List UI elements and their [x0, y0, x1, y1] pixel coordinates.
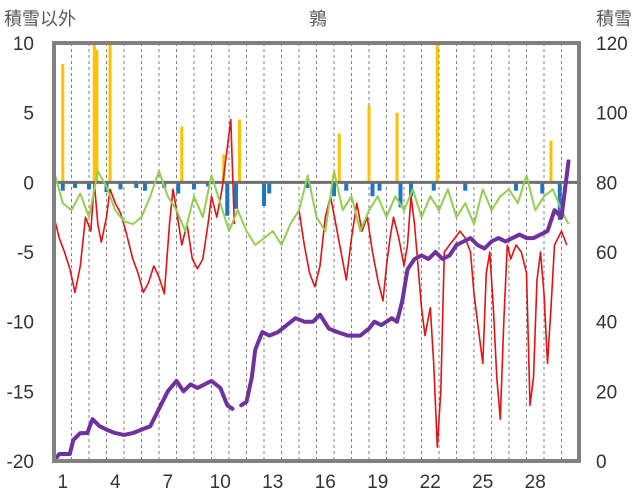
- snowfall-bar-11: [225, 182, 230, 216]
- x-tick-label: 25: [472, 472, 493, 493]
- snowfall-bar-18: [370, 182, 375, 197]
- x-tick-label: 19: [367, 472, 388, 493]
- snowfall-bar-19: [377, 182, 382, 191]
- snowfall-bar-26: [557, 182, 562, 220]
- snowfall-bar-5: [134, 182, 139, 188]
- snowfall-bar-15: [305, 182, 310, 188]
- right-axis-title: 積雪: [596, 9, 632, 30]
- lines-layer: [52, 118, 579, 463]
- snowfall-bar-17: [344, 182, 349, 191]
- precipitation-bar-7: [337, 133, 341, 183]
- x-tick-label: 13: [262, 472, 283, 493]
- x-tick-label: 10: [210, 472, 231, 493]
- snowfall-bar-24: [514, 182, 518, 191]
- right-tick-label: 100: [596, 104, 628, 125]
- snowfall-bar-22: [431, 182, 436, 191]
- left-tick-label: 0: [23, 173, 34, 194]
- x-tick-label: 28: [525, 472, 546, 493]
- snowfall-bar-14: [267, 182, 272, 194]
- right-tick-label: 0: [596, 452, 607, 473]
- x-tick-label: 7: [162, 472, 173, 493]
- precipitation-bar-10: [435, 43, 439, 183]
- snow-depth-line-0: [52, 378, 235, 463]
- left-tick-label: 5: [23, 104, 34, 125]
- temperature-line-0: [53, 118, 236, 295]
- plot-frame: [52, 41, 581, 463]
- precipitation-bar-5: [222, 154, 226, 183]
- temperature-line-1: [298, 195, 568, 448]
- precipitation-bar-8: [367, 105, 371, 183]
- chart-title: 鶉: [309, 9, 327, 30]
- snowfall-bar-4: [118, 182, 123, 190]
- snowfall-bar-10: [206, 182, 210, 187]
- left-tick-label: -5: [17, 243, 34, 264]
- snowfall-bar-1: [73, 182, 77, 188]
- precipitation-bar-6: [238, 119, 241, 183]
- right-tick-label: 20: [596, 382, 617, 403]
- snow-depth-line-1: [239, 159, 571, 408]
- left-tick-label: -15: [7, 382, 34, 403]
- snowfall-bar-23: [463, 182, 468, 191]
- snowfall-bar-12: [234, 182, 238, 209]
- snowfall-bar-6: [143, 182, 147, 191]
- right-tick-label: 120: [596, 34, 628, 55]
- bars-layer: [60, 43, 562, 220]
- precipitation-bar-9: [395, 112, 399, 183]
- precipitation-bar-4: [180, 126, 184, 183]
- sunshine-line-2: [53, 170, 570, 246]
- grid-lines: [71, 43, 562, 461]
- precipitation-bar-0: [61, 63, 65, 183]
- left-axis-title: 積雪以外: [4, 9, 76, 30]
- right-tick-label: 40: [596, 313, 617, 334]
- precipitation-bar-3: [108, 43, 112, 183]
- precipitation-bar-11: [549, 140, 553, 183]
- snowfall-bar-25: [540, 182, 545, 194]
- precipitation-bar-1: [92, 43, 96, 183]
- x-tick-label: 22: [420, 472, 441, 493]
- snowfall-bar-0: [60, 182, 65, 191]
- x-tick-label: 1: [57, 472, 68, 493]
- right-tick-label: 80: [596, 173, 617, 194]
- x-tick-label: 4: [110, 472, 121, 493]
- precipitation-bar-2: [95, 49, 99, 183]
- snowfall-bar-21: [409, 182, 413, 197]
- left-tick-label: -20: [7, 452, 34, 473]
- snowfall-bar-9: [192, 182, 196, 190]
- snowfall-bar-2: [87, 182, 91, 190]
- snowfall-bar-13: [262, 182, 266, 207]
- right-tick-label: 60: [596, 243, 617, 264]
- left-tick-label: 10: [13, 34, 34, 55]
- snowfall-bar-20: [398, 182, 403, 208]
- left-tick-label: -10: [7, 313, 34, 334]
- snowfall-bar-16: [332, 182, 336, 197]
- snowfall-bar-8: [176, 182, 181, 194]
- x-tick-label: 16: [315, 472, 336, 493]
